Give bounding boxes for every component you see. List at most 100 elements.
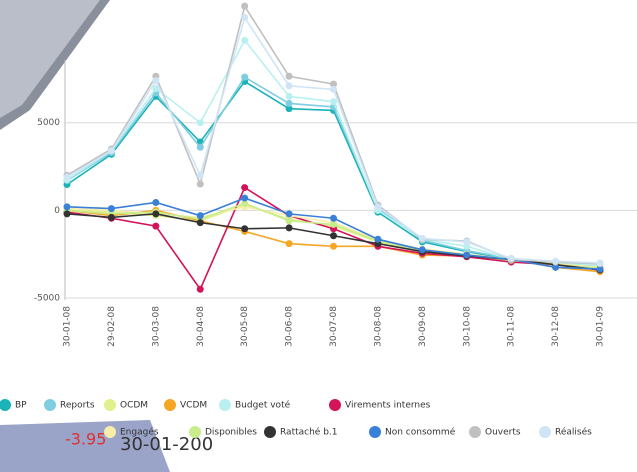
y-tick-label: -5000 xyxy=(34,294,60,304)
point xyxy=(285,224,293,232)
x-tick-label: 30-08-08 xyxy=(373,306,383,347)
x-tick-label: 30-01-08 xyxy=(63,306,73,347)
point xyxy=(107,213,115,221)
point xyxy=(596,259,604,267)
x-tick-label: 30-04-08 xyxy=(196,306,206,347)
legend-label: VCDM xyxy=(180,401,207,411)
legend-swatch xyxy=(189,426,201,438)
point xyxy=(63,173,71,181)
point xyxy=(241,73,249,81)
legend-label: Engagés xyxy=(120,427,159,438)
point xyxy=(241,199,249,207)
point xyxy=(196,180,204,188)
point xyxy=(285,217,293,225)
point xyxy=(552,263,560,271)
point xyxy=(152,198,160,206)
point xyxy=(196,143,204,151)
point xyxy=(463,238,471,246)
point xyxy=(285,99,293,107)
point xyxy=(285,240,293,248)
point xyxy=(285,92,293,100)
amount: -3.95 xyxy=(65,430,106,449)
plot: -5000 0 5000 30-01-08 29-02-08 30-03-08 30-04-… xyxy=(34,2,637,347)
legend-label: Reports xyxy=(60,401,95,411)
point xyxy=(330,80,337,88)
y-tick-label: 0 xyxy=(54,206,60,216)
legend-label: Non consommé xyxy=(385,427,456,438)
legend-swatch xyxy=(0,399,11,411)
point xyxy=(196,212,204,220)
point xyxy=(374,235,382,243)
point xyxy=(330,98,337,106)
y-tick-label: 5000 xyxy=(37,118,60,128)
point xyxy=(196,285,204,293)
legend-swatch xyxy=(539,426,551,438)
legend-swatch xyxy=(104,399,116,411)
point xyxy=(152,77,160,85)
point xyxy=(330,232,337,240)
panel xyxy=(0,420,170,472)
point xyxy=(330,242,337,250)
point xyxy=(596,265,604,273)
x-tick-label: 30-11-08 xyxy=(507,306,517,347)
point xyxy=(330,85,337,93)
legend-swatch xyxy=(164,399,176,411)
point xyxy=(507,255,515,263)
point xyxy=(63,203,71,211)
point xyxy=(241,36,249,44)
point xyxy=(196,219,204,227)
point xyxy=(241,14,249,22)
point xyxy=(152,210,160,218)
legend-label: Réalisés xyxy=(555,427,592,438)
legend-swatch xyxy=(369,426,381,438)
legend-label: BP xyxy=(15,401,27,411)
point xyxy=(241,2,249,10)
point xyxy=(330,214,337,222)
legend-swatch xyxy=(264,426,276,438)
x-tick-label: 30-09-08 xyxy=(418,306,428,347)
legend-swatch xyxy=(219,399,231,411)
tab-bar-face xyxy=(0,0,100,118)
point xyxy=(152,222,160,230)
point xyxy=(107,205,115,213)
point xyxy=(463,251,471,259)
point xyxy=(418,246,426,254)
point xyxy=(241,184,249,192)
x-tick-label: 30-05-08 xyxy=(240,306,250,347)
point xyxy=(107,147,115,155)
legend-label: Disponibles xyxy=(205,428,257,438)
legend-label: Budget voté xyxy=(235,400,291,411)
point xyxy=(152,85,160,93)
legend-label: Rattaché b.1 xyxy=(280,427,338,438)
x-tick-label: 29-02-08 xyxy=(107,306,117,347)
point xyxy=(330,220,337,228)
legend-label: OCDM xyxy=(120,401,148,411)
point xyxy=(374,203,382,211)
point xyxy=(285,82,293,90)
point xyxy=(418,234,426,242)
point xyxy=(552,257,560,265)
point xyxy=(285,210,293,218)
legend: BP Reports OCDM VCDM Budget voté Virements in… xyxy=(0,399,592,438)
x-tick-label: 30-06-08 xyxy=(285,306,295,347)
x-tick-label: 30-03-08 xyxy=(151,306,161,347)
date: 30-01-200 xyxy=(120,434,213,455)
point xyxy=(196,171,204,179)
legend-swatch xyxy=(44,399,56,411)
x-tick-label: 30-07-08 xyxy=(329,306,339,347)
legend-swatch xyxy=(329,399,341,411)
legend-swatch xyxy=(104,426,116,438)
point xyxy=(285,72,293,80)
point xyxy=(241,225,249,233)
x-tick-label: 30-10-08 xyxy=(462,306,472,347)
point xyxy=(63,210,71,218)
x-tick-label: 30-01-09 xyxy=(596,306,606,347)
point xyxy=(285,105,293,113)
point xyxy=(241,194,249,202)
x-tick-label: 30-12-08 xyxy=(551,306,561,347)
legend-swatch xyxy=(469,426,481,438)
legend-label: Ouverts xyxy=(485,428,521,438)
legend-label: Virements internes xyxy=(345,401,431,411)
